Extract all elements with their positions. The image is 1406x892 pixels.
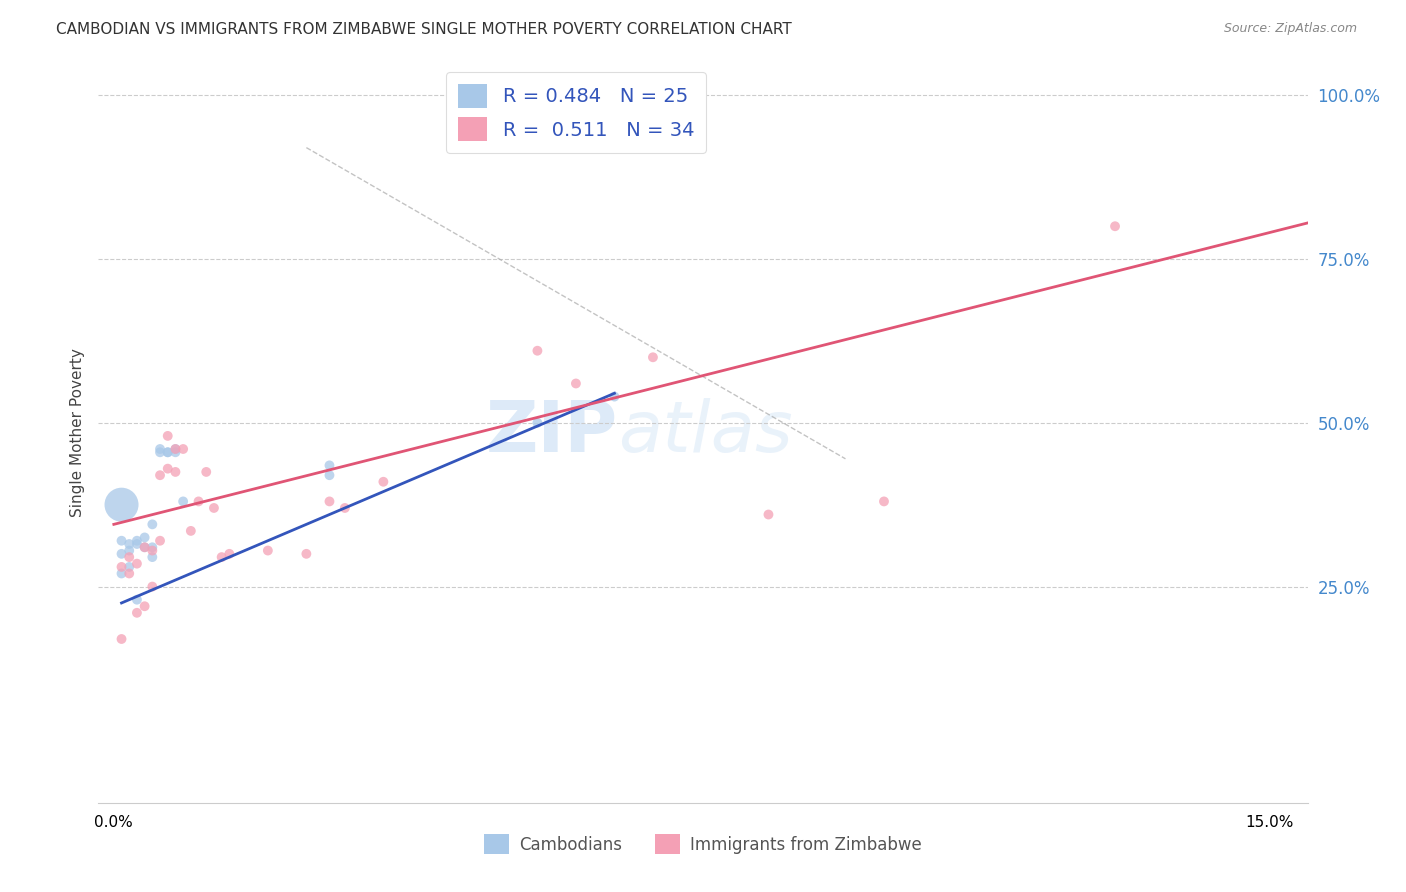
Point — [165, 445, 187, 459]
Point — [134, 541, 156, 555]
Point — [141, 550, 163, 565]
Point — [149, 445, 172, 459]
Point — [318, 494, 340, 508]
Point — [110, 560, 132, 574]
Point — [118, 550, 141, 565]
Text: Source: ZipAtlas.com: Source: ZipAtlas.com — [1223, 22, 1357, 36]
Point — [180, 524, 202, 538]
Point — [758, 508, 780, 522]
Point — [110, 632, 132, 646]
Point — [110, 533, 132, 548]
Point — [165, 465, 187, 479]
Point — [134, 599, 156, 614]
Point — [156, 445, 179, 459]
Point — [641, 351, 664, 365]
Point — [118, 560, 141, 574]
Point — [118, 543, 141, 558]
Point — [149, 468, 172, 483]
Point — [373, 475, 395, 489]
Point — [134, 531, 156, 545]
Point — [218, 547, 240, 561]
Point — [603, 390, 626, 404]
Point — [149, 442, 172, 456]
Text: ZIP: ZIP — [486, 398, 619, 467]
Point — [125, 537, 148, 551]
Point — [526, 343, 548, 358]
Point — [141, 517, 163, 532]
Point — [318, 468, 340, 483]
Point — [156, 461, 179, 475]
Text: atlas: atlas — [619, 398, 793, 467]
Y-axis label: Single Mother Poverty: Single Mother Poverty — [69, 348, 84, 517]
Point — [526, 416, 548, 430]
Point — [172, 442, 194, 456]
Point — [141, 543, 163, 558]
Point — [110, 498, 132, 512]
Point — [141, 580, 163, 594]
Point — [202, 500, 225, 515]
Point — [873, 494, 896, 508]
Point — [149, 533, 172, 548]
Point — [565, 376, 588, 391]
Point — [156, 429, 179, 443]
Text: CAMBODIAN VS IMMIGRANTS FROM ZIMBABWE SINGLE MOTHER POVERTY CORRELATION CHART: CAMBODIAN VS IMMIGRANTS FROM ZIMBABWE SI… — [56, 22, 792, 37]
Point — [195, 465, 218, 479]
Point — [211, 550, 233, 565]
Point — [295, 547, 318, 561]
Point — [118, 537, 141, 551]
Point — [187, 494, 209, 508]
Point — [156, 445, 179, 459]
Point — [257, 543, 280, 558]
Point — [118, 566, 141, 581]
Legend: Cambodians, Immigrants from Zimbabwe: Cambodians, Immigrants from Zimbabwe — [477, 828, 929, 861]
Point — [1104, 219, 1126, 234]
Point — [110, 547, 132, 561]
Point — [125, 592, 148, 607]
Point — [318, 458, 340, 473]
Point — [172, 494, 194, 508]
Point — [110, 566, 132, 581]
Point — [333, 500, 356, 515]
Point — [134, 541, 156, 555]
Point — [125, 606, 148, 620]
Point — [141, 541, 163, 555]
Point — [125, 533, 148, 548]
Point — [125, 557, 148, 571]
Point — [165, 442, 187, 456]
Point — [165, 442, 187, 456]
